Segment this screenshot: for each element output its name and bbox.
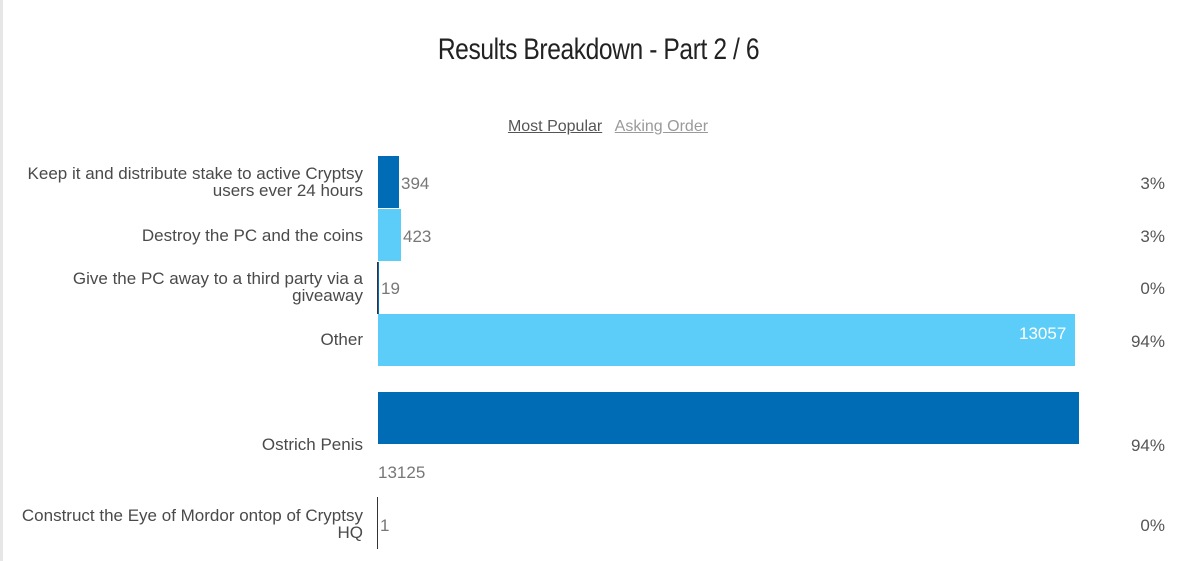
chart-title: Results Breakdown - Part 2 / 6 (437, 33, 760, 66)
left-edge-divider (0, 0, 3, 561)
category-label: Destroy the PC and the coins (141, 226, 363, 245)
bar[interactable] (378, 209, 401, 261)
percent-label: 0% (1140, 516, 1165, 535)
percent-label: 0% (1140, 279, 1165, 298)
percent-label: 94% (1130, 436, 1165, 455)
value-label: 13057 (1019, 324, 1067, 343)
category-label: Other (320, 330, 363, 349)
percent-label: 3% (1140, 174, 1165, 193)
bar[interactable] (378, 314, 1075, 366)
most-popular-link[interactable]: Most Popular (507, 118, 603, 135)
category-label: Construct the Eye of Mordor ontop of Cry… (21, 506, 363, 542)
bar-baseline (377, 262, 378, 314)
value-label: 1 (380, 516, 390, 535)
category-label: Keep it and distribute stake to active C… (27, 164, 363, 200)
category-label: Give the PC away to a third party via a … (72, 269, 363, 305)
bar-baseline (377, 497, 378, 549)
bar[interactable] (378, 392, 1079, 444)
sort-toggle: Most Popular Asking Order (0, 118, 1197, 136)
category-label: Ostrich Penis (261, 435, 363, 454)
value-label: 13125 (378, 463, 426, 482)
bar[interactable] (378, 262, 379, 314)
bar[interactable] (378, 156, 399, 208)
value-label: 19 (381, 279, 400, 298)
value-label: 394 (401, 174, 430, 193)
asking-order-link[interactable]: Asking Order (614, 118, 709, 135)
value-label: 423 (403, 227, 432, 246)
percent-label: 3% (1140, 227, 1165, 246)
percent-label: 94% (1130, 332, 1165, 351)
